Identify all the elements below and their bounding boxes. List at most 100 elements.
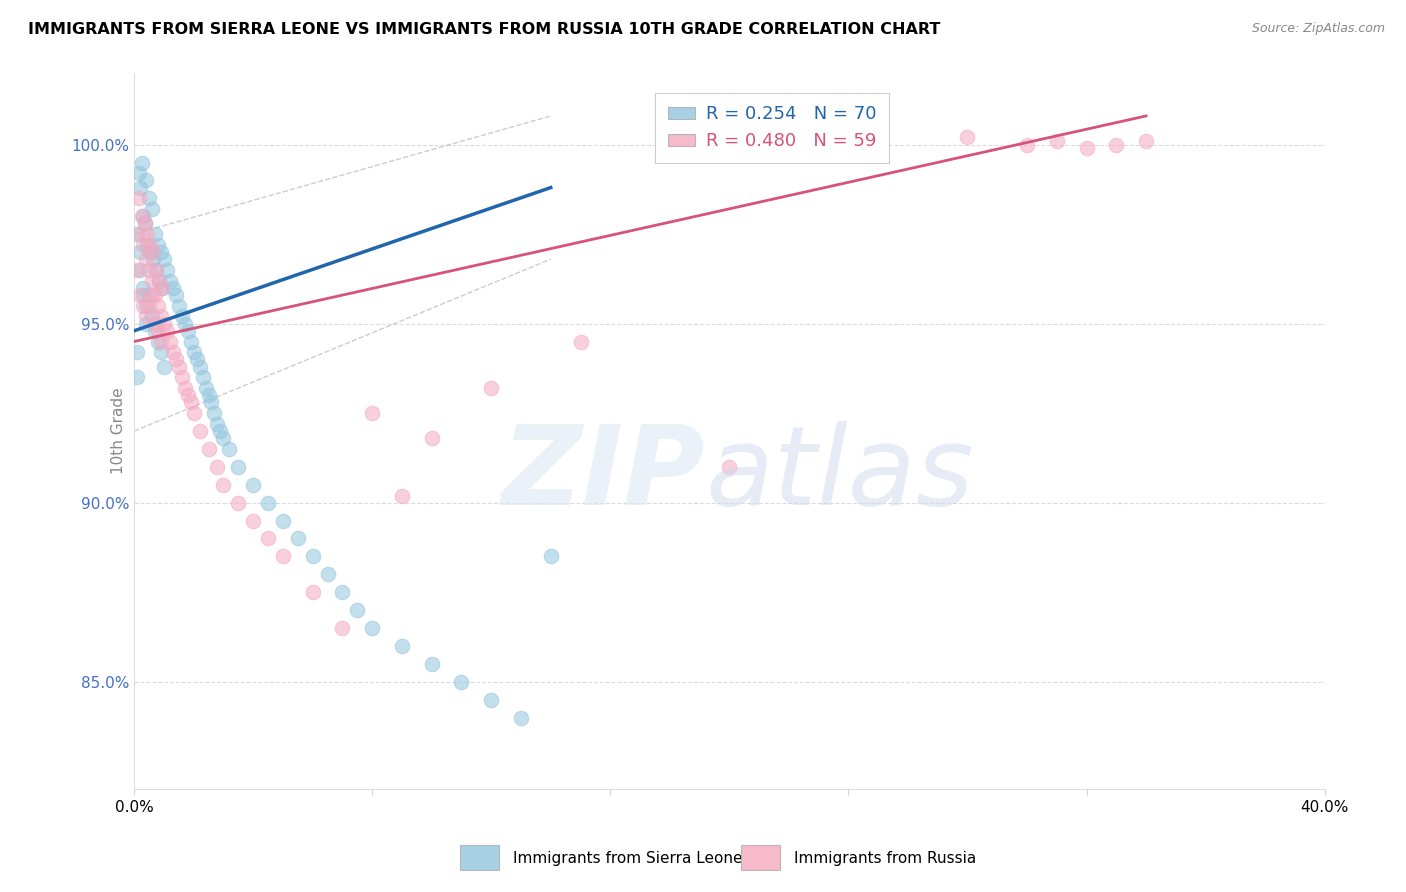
Point: [186, 352, 208, 367]
Point: [125, 370, 148, 384]
Point: [146, 299, 169, 313]
Point: [129, 288, 152, 302]
Point: [146, 334, 169, 349]
Point: [131, 155, 153, 169]
Point: [1046, 134, 1069, 148]
Point: [129, 263, 152, 277]
Point: [145, 263, 167, 277]
Point: [170, 370, 193, 384]
Point: [132, 238, 155, 252]
Point: [135, 310, 157, 324]
Point: [271, 549, 294, 564]
Point: [176, 388, 198, 402]
Point: [194, 381, 217, 395]
Point: [332, 585, 354, 599]
Point: [156, 324, 179, 338]
Point: [156, 263, 179, 277]
Point: [188, 359, 211, 374]
Point: [146, 238, 169, 252]
Point: [135, 299, 157, 313]
Point: [212, 477, 235, 491]
Point: [138, 288, 160, 302]
Point: [153, 317, 176, 331]
Point: [173, 317, 195, 331]
Point: [197, 388, 219, 402]
Point: [391, 489, 413, 503]
Text: ZIP: ZIP: [502, 420, 706, 527]
Point: [129, 245, 152, 260]
Point: [143, 317, 166, 331]
Point: [361, 621, 384, 635]
Point: [391, 639, 413, 653]
Point: [159, 334, 181, 349]
Point: [257, 532, 280, 546]
Point: [141, 310, 163, 324]
Point: [450, 674, 472, 689]
Point: [180, 334, 202, 349]
Point: [1076, 141, 1098, 155]
Y-axis label: 10th Grade: 10th Grade: [111, 388, 125, 475]
Point: [148, 274, 170, 288]
Point: [149, 345, 172, 359]
Point: [956, 130, 979, 145]
Point: [301, 549, 323, 564]
Point: [226, 459, 249, 474]
Legend: R = 0.254   N = 70, R = 0.480   N = 59: R = 0.254 N = 70, R = 0.480 N = 59: [655, 93, 889, 163]
Point: [138, 299, 160, 313]
Point: [146, 324, 169, 338]
Point: [132, 299, 155, 313]
Point: [134, 216, 156, 230]
Point: [128, 166, 150, 180]
Point: [143, 288, 166, 302]
Point: [135, 317, 157, 331]
Text: IMMIGRANTS FROM SIERRA LEONE VS IMMIGRANTS FROM RUSSIA 10TH GRADE CORRELATION CH: IMMIGRANTS FROM SIERRA LEONE VS IMMIGRAN…: [28, 22, 941, 37]
Point: [132, 288, 155, 302]
Point: [131, 209, 153, 223]
Point: [242, 477, 264, 491]
Point: [149, 310, 172, 324]
Point: [149, 245, 172, 260]
Point: [136, 238, 159, 252]
Point: [143, 324, 166, 338]
Point: [207, 459, 229, 474]
Point: [150, 281, 173, 295]
Point: [271, 514, 294, 528]
Point: [332, 621, 354, 635]
Point: [173, 381, 195, 395]
Point: [125, 345, 148, 359]
Point: [287, 532, 309, 546]
Point: [162, 345, 184, 359]
Point: [346, 603, 368, 617]
Point: [159, 274, 181, 288]
Text: atlas: atlas: [706, 420, 974, 527]
Point: [361, 406, 384, 420]
Point: [301, 585, 323, 599]
Point: [129, 180, 152, 194]
Point: [218, 442, 240, 456]
Point: [162, 281, 184, 295]
Point: [207, 417, 229, 431]
Point: [153, 252, 176, 267]
Point: [128, 191, 150, 205]
Point: [138, 191, 160, 205]
Point: [212, 431, 235, 445]
Point: [142, 252, 165, 267]
Point: [1105, 137, 1128, 152]
Point: [129, 227, 152, 241]
Point: [200, 395, 222, 409]
Point: [479, 381, 502, 395]
Point: [183, 406, 205, 420]
Point: [153, 359, 176, 374]
Point: [167, 299, 190, 313]
Point: [420, 657, 443, 671]
Point: [148, 274, 170, 288]
Point: [204, 406, 226, 420]
Point: [141, 288, 163, 302]
Point: [132, 281, 155, 295]
Point: [479, 692, 502, 706]
Point: [569, 334, 592, 349]
Point: [150, 281, 173, 295]
Point: [1015, 137, 1038, 152]
Point: [145, 263, 167, 277]
Point: [1135, 134, 1157, 148]
